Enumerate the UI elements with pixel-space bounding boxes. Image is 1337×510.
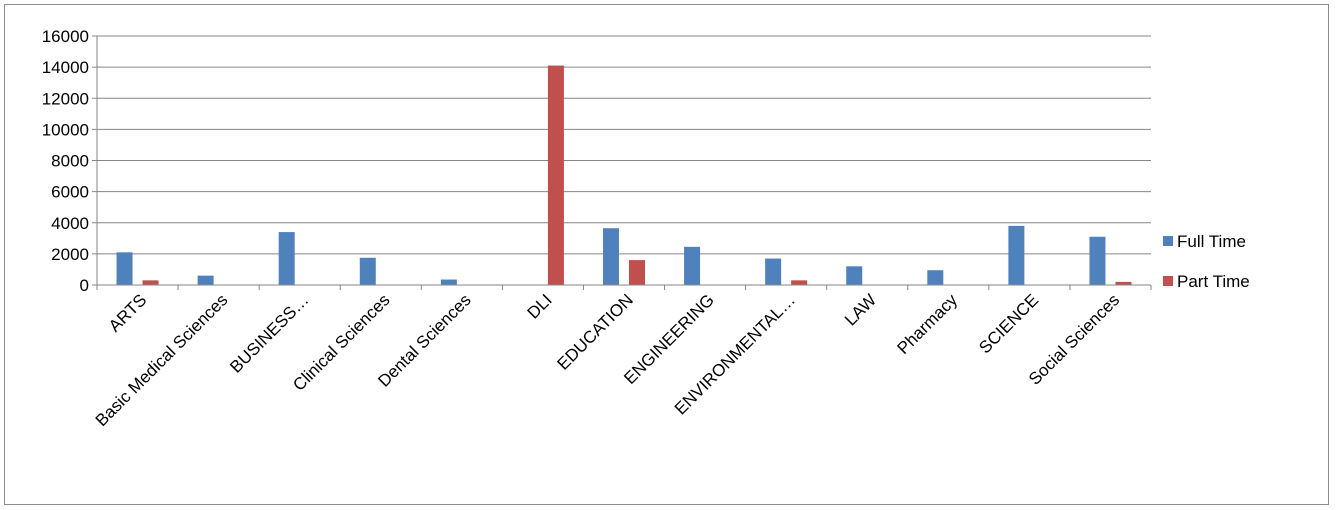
x-tick-label: LAW	[841, 290, 880, 329]
bar-full-time	[440, 279, 457, 285]
bar-part-time	[791, 280, 808, 285]
x-tick-label: Basic Medical Sciences	[92, 290, 232, 430]
bars	[116, 65, 1132, 285]
bar-full-time	[846, 266, 863, 285]
bar-full-time	[116, 252, 133, 285]
bar-full-time	[603, 228, 619, 285]
x-tick-label: ARTS	[105, 290, 150, 335]
bar-full-time	[1008, 225, 1025, 285]
x-tick-label: DLI	[524, 290, 556, 322]
bar-full-time	[684, 246, 701, 285]
bar-part-time	[142, 280, 159, 285]
y-tick-label: 4000	[51, 214, 89, 233]
y-tick-label: 6000	[51, 183, 89, 202]
x-tick-label: Pharmacy	[894, 290, 962, 358]
bar-full-time	[927, 270, 944, 285]
x-tick-label: BUSINESS…	[226, 290, 312, 376]
bar-full-time	[765, 258, 782, 285]
y-tick-label: 12000	[42, 89, 89, 108]
bar-part-time	[1115, 281, 1132, 285]
bar-full-time	[1089, 236, 1106, 285]
y-tick-label: 16000	[42, 27, 89, 46]
bar-full-time	[197, 275, 214, 285]
bar-full-time	[278, 232, 295, 285]
legend-swatch	[1163, 236, 1173, 246]
y-tick-labels: 0 2000 4000 6000 8000 10000 12000 14000 16000	[42, 27, 89, 295]
y-tick-label: 14000	[42, 58, 89, 77]
legend: Full Time Part Time	[1163, 232, 1250, 291]
bar-part-time	[547, 65, 564, 285]
bar-part-time	[629, 260, 645, 285]
y-tick-label: 8000	[51, 152, 89, 171]
legend-label: Part Time	[1177, 272, 1250, 291]
y-tick-label: 2000	[51, 245, 89, 264]
legend-label: Full Time	[1177, 232, 1246, 251]
axes	[92, 35, 1152, 290]
chart-frame: 0 2000 4000 6000 8000 10000 12000 14000 16000 AR…	[4, 4, 1329, 505]
bar-full-time	[359, 257, 376, 285]
y-tick-label: 10000	[42, 120, 89, 139]
bar-chart: 0 2000 4000 6000 8000 10000 12000 14000 16000 AR…	[42, 27, 1250, 430]
legend-swatch	[1163, 276, 1173, 286]
x-tick-label: SCIENCE	[975, 290, 1042, 357]
x-tick-label: EDUCATION	[553, 290, 636, 373]
y-tick-label: 0	[80, 276, 89, 295]
gridlines	[97, 35, 1151, 255]
